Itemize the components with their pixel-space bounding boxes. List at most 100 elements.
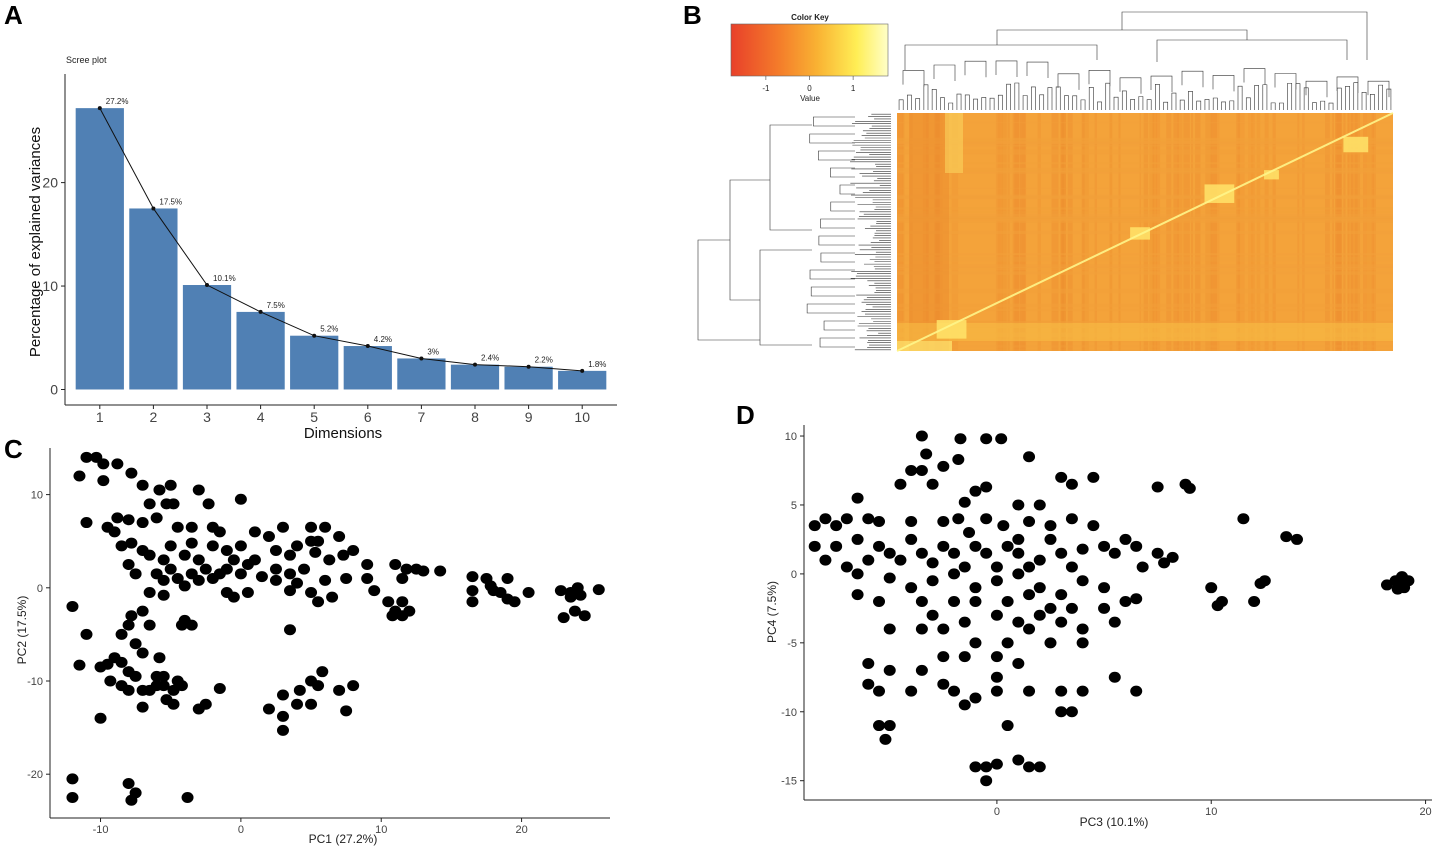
scree-bar — [558, 370, 607, 390]
pc12-point — [185, 521, 198, 533]
heatmap-band — [897, 266, 1393, 271]
pc12-point — [508, 596, 521, 608]
scree-bar — [343, 346, 392, 390]
pc34-point — [1087, 520, 1100, 532]
pc12-point — [66, 600, 79, 612]
pc34-point — [1055, 471, 1068, 483]
heatmap-band — [897, 187, 1393, 189]
pc12-point — [80, 628, 93, 640]
scree-x-tick-label: 10 — [574, 409, 590, 425]
pc34-point — [1023, 516, 1036, 528]
pc34-point — [808, 540, 821, 552]
pc34-point — [1033, 761, 1046, 773]
pc34-point — [905, 685, 918, 697]
pc12-point — [291, 698, 304, 710]
pc12-point — [66, 773, 79, 785]
pc12-point — [202, 498, 215, 510]
pc12-y-ticks: 10 0 -10 -20 — [27, 490, 50, 781]
pc34-point — [1237, 513, 1250, 525]
pc34-point — [862, 678, 875, 690]
pc12-point — [340, 572, 353, 584]
pc34-point — [990, 609, 1003, 621]
pc12-x-tick-label: 0 — [238, 824, 244, 836]
pc12-point — [312, 596, 325, 608]
pc34-point — [963, 527, 976, 539]
pc12-point — [592, 584, 605, 596]
pc12-x-label: PC1 (27.2%) — [309, 832, 378, 846]
pc12-point — [73, 470, 86, 482]
pc12-point — [340, 705, 353, 717]
pc34-x-tick-label: 10 — [1205, 806, 1217, 818]
pc12-point — [213, 526, 226, 538]
scree-data-label: 17.5% — [159, 197, 182, 206]
pc34-y-tick-label: 5 — [791, 500, 797, 512]
pc12-point — [305, 535, 318, 547]
pc12-point — [298, 563, 311, 575]
pc34-point — [997, 520, 1010, 532]
pc12-point — [276, 521, 289, 533]
scree-bar — [236, 311, 285, 390]
heatmap-band — [897, 217, 1393, 221]
pc34-point — [883, 664, 896, 676]
scree-x-tick-label: 8 — [471, 409, 479, 425]
pc34-point — [969, 582, 982, 594]
scree-y-tick-label: 20 — [42, 175, 58, 191]
pc34-point — [1033, 582, 1046, 594]
pc34-point — [1119, 533, 1132, 545]
pc12-point — [178, 549, 191, 561]
pc12-point — [284, 568, 296, 580]
heatmap-cluster — [897, 341, 952, 351]
scree-point — [580, 368, 585, 373]
pc12-y-tick-label: 10 — [31, 490, 43, 502]
scree-bar — [290, 335, 339, 390]
scree-x-tick-label: 5 — [310, 409, 318, 425]
pc34-point — [1130, 540, 1143, 552]
pc12-point — [153, 652, 166, 664]
heatmap-band — [897, 142, 1393, 144]
pc34-point — [1055, 616, 1068, 628]
pc12-point — [192, 484, 205, 496]
pc34-point — [1055, 547, 1068, 559]
pc34-point — [1158, 557, 1171, 569]
pc12-point — [220, 563, 233, 575]
pc12-point — [178, 580, 191, 592]
scree-point — [526, 364, 531, 369]
scree-x-ticks: 1 2 3 4 5 6 7 8 9 10 — [96, 405, 590, 425]
panel-letter-d: D — [736, 400, 755, 430]
pc34-point — [915, 464, 928, 476]
scree-x-tick-label: 2 — [150, 409, 158, 425]
pc34-point — [808, 520, 821, 532]
pc34-point — [1098, 540, 1111, 552]
scree-bars — [75, 108, 607, 390]
scree-data-label: 2.4% — [481, 354, 499, 363]
heatmap-band — [897, 253, 1393, 256]
pc34-point — [862, 658, 875, 670]
pc12-point — [466, 596, 479, 608]
pc34-point — [948, 568, 961, 580]
pc12-point — [115, 540, 128, 552]
pc12-points — [66, 451, 605, 806]
pc34-point — [1076, 685, 1089, 697]
scree-point — [419, 356, 424, 361]
pc34-point — [926, 609, 939, 621]
scree-y-label: Percentage of explained variances — [27, 127, 44, 357]
pc12-point — [111, 458, 124, 470]
pc34-point — [1012, 754, 1025, 766]
pc34-y-label: PC4 (7.5%) — [765, 581, 779, 643]
panel-letter-a: A — [4, 0, 23, 30]
pc12-point — [111, 512, 124, 524]
pc34-point — [1044, 602, 1057, 614]
pc12-point — [316, 666, 329, 678]
pc12-point — [129, 568, 142, 580]
pc12-point — [136, 517, 149, 529]
scree-bar — [75, 108, 124, 390]
pc12-point — [305, 698, 318, 710]
heatmap-band — [897, 207, 1393, 209]
pc12-point — [115, 628, 128, 640]
heatmap-band — [897, 213, 1393, 218]
pc34-point — [937, 651, 950, 663]
pc34-point — [915, 595, 928, 607]
pc34-point — [937, 540, 950, 552]
pc34-y-tick-label: -10 — [781, 707, 797, 719]
heatmap-diagonal-block — [936, 320, 967, 339]
